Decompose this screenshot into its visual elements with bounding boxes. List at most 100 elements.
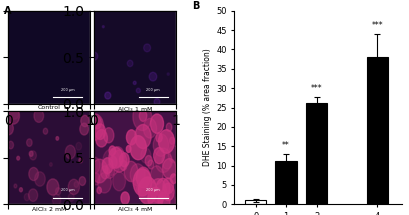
Ellipse shape — [76, 142, 81, 150]
Ellipse shape — [143, 118, 156, 138]
Ellipse shape — [121, 192, 129, 204]
Ellipse shape — [161, 191, 175, 212]
Ellipse shape — [29, 189, 38, 201]
Ellipse shape — [153, 134, 168, 156]
Ellipse shape — [148, 160, 153, 169]
Ellipse shape — [148, 187, 162, 210]
Ellipse shape — [111, 147, 124, 166]
FancyBboxPatch shape — [8, 111, 90, 204]
Ellipse shape — [79, 158, 82, 163]
Ellipse shape — [111, 150, 126, 172]
Bar — [305, 103, 326, 204]
Ellipse shape — [56, 137, 58, 140]
Ellipse shape — [68, 179, 79, 195]
Ellipse shape — [34, 109, 43, 122]
Ellipse shape — [29, 151, 33, 156]
Ellipse shape — [150, 166, 163, 184]
Text: ***: *** — [371, 21, 382, 30]
Ellipse shape — [65, 145, 75, 159]
Ellipse shape — [119, 153, 129, 167]
Ellipse shape — [104, 92, 110, 99]
Ellipse shape — [158, 130, 174, 153]
Text: 200 μm: 200 μm — [61, 88, 74, 92]
Ellipse shape — [169, 137, 174, 144]
Ellipse shape — [4, 122, 13, 135]
Ellipse shape — [130, 136, 146, 160]
Ellipse shape — [153, 148, 164, 164]
Ellipse shape — [97, 187, 101, 194]
Ellipse shape — [126, 130, 136, 145]
Ellipse shape — [162, 153, 172, 169]
Text: 200 μm: 200 μm — [146, 188, 160, 192]
Ellipse shape — [8, 141, 13, 149]
Ellipse shape — [35, 172, 45, 186]
Ellipse shape — [102, 158, 112, 174]
Ellipse shape — [157, 197, 162, 203]
Ellipse shape — [43, 128, 47, 134]
Ellipse shape — [86, 114, 103, 140]
Ellipse shape — [120, 160, 126, 170]
Ellipse shape — [101, 166, 109, 179]
Ellipse shape — [93, 117, 101, 129]
Ellipse shape — [17, 156, 20, 160]
Bar — [366, 57, 387, 204]
Text: AlCl$_3$ 1 mM: AlCl$_3$ 1 mM — [117, 105, 153, 114]
Ellipse shape — [14, 184, 17, 188]
Ellipse shape — [24, 194, 29, 201]
Ellipse shape — [156, 178, 170, 199]
Ellipse shape — [95, 129, 107, 147]
Ellipse shape — [154, 98, 160, 105]
Ellipse shape — [109, 147, 123, 168]
Text: B: B — [192, 1, 199, 11]
Ellipse shape — [92, 173, 100, 185]
Ellipse shape — [29, 167, 38, 181]
Ellipse shape — [170, 174, 177, 184]
Ellipse shape — [112, 172, 125, 191]
Ellipse shape — [102, 149, 120, 175]
Ellipse shape — [145, 155, 152, 166]
Bar — [244, 200, 265, 204]
Ellipse shape — [102, 26, 104, 28]
Ellipse shape — [7, 108, 19, 124]
Text: 200 μm: 200 μm — [146, 88, 160, 92]
Ellipse shape — [130, 164, 145, 186]
Ellipse shape — [47, 179, 59, 195]
Ellipse shape — [139, 110, 146, 121]
Text: A: A — [4, 6, 11, 17]
Text: Control: Control — [38, 105, 61, 110]
Ellipse shape — [162, 159, 176, 179]
Ellipse shape — [149, 72, 156, 81]
Ellipse shape — [105, 164, 114, 178]
Text: 200 μm: 200 μm — [61, 188, 74, 192]
Ellipse shape — [135, 124, 151, 149]
Ellipse shape — [55, 188, 61, 195]
Y-axis label: DHE Staining (% area fraction): DHE Staining (% area fraction) — [202, 49, 211, 166]
Ellipse shape — [150, 114, 163, 133]
Ellipse shape — [136, 167, 150, 188]
Ellipse shape — [19, 188, 22, 192]
Ellipse shape — [126, 146, 131, 152]
Ellipse shape — [27, 139, 32, 146]
Ellipse shape — [168, 146, 179, 163]
Ellipse shape — [162, 183, 174, 201]
Ellipse shape — [103, 128, 114, 143]
Ellipse shape — [143, 44, 150, 52]
Ellipse shape — [136, 88, 140, 93]
Text: AlCl$_3$ 4 mM: AlCl$_3$ 4 mM — [117, 205, 153, 214]
Ellipse shape — [74, 182, 78, 187]
Ellipse shape — [91, 159, 108, 183]
Ellipse shape — [124, 161, 137, 182]
Ellipse shape — [140, 148, 151, 163]
Ellipse shape — [95, 124, 105, 140]
Ellipse shape — [136, 186, 141, 192]
Ellipse shape — [163, 178, 173, 194]
Ellipse shape — [127, 60, 133, 67]
Ellipse shape — [109, 146, 115, 156]
Ellipse shape — [133, 169, 151, 196]
Ellipse shape — [68, 193, 74, 201]
Ellipse shape — [52, 194, 61, 206]
Ellipse shape — [155, 133, 162, 142]
Ellipse shape — [133, 103, 151, 131]
Ellipse shape — [80, 123, 88, 135]
Ellipse shape — [97, 173, 111, 193]
